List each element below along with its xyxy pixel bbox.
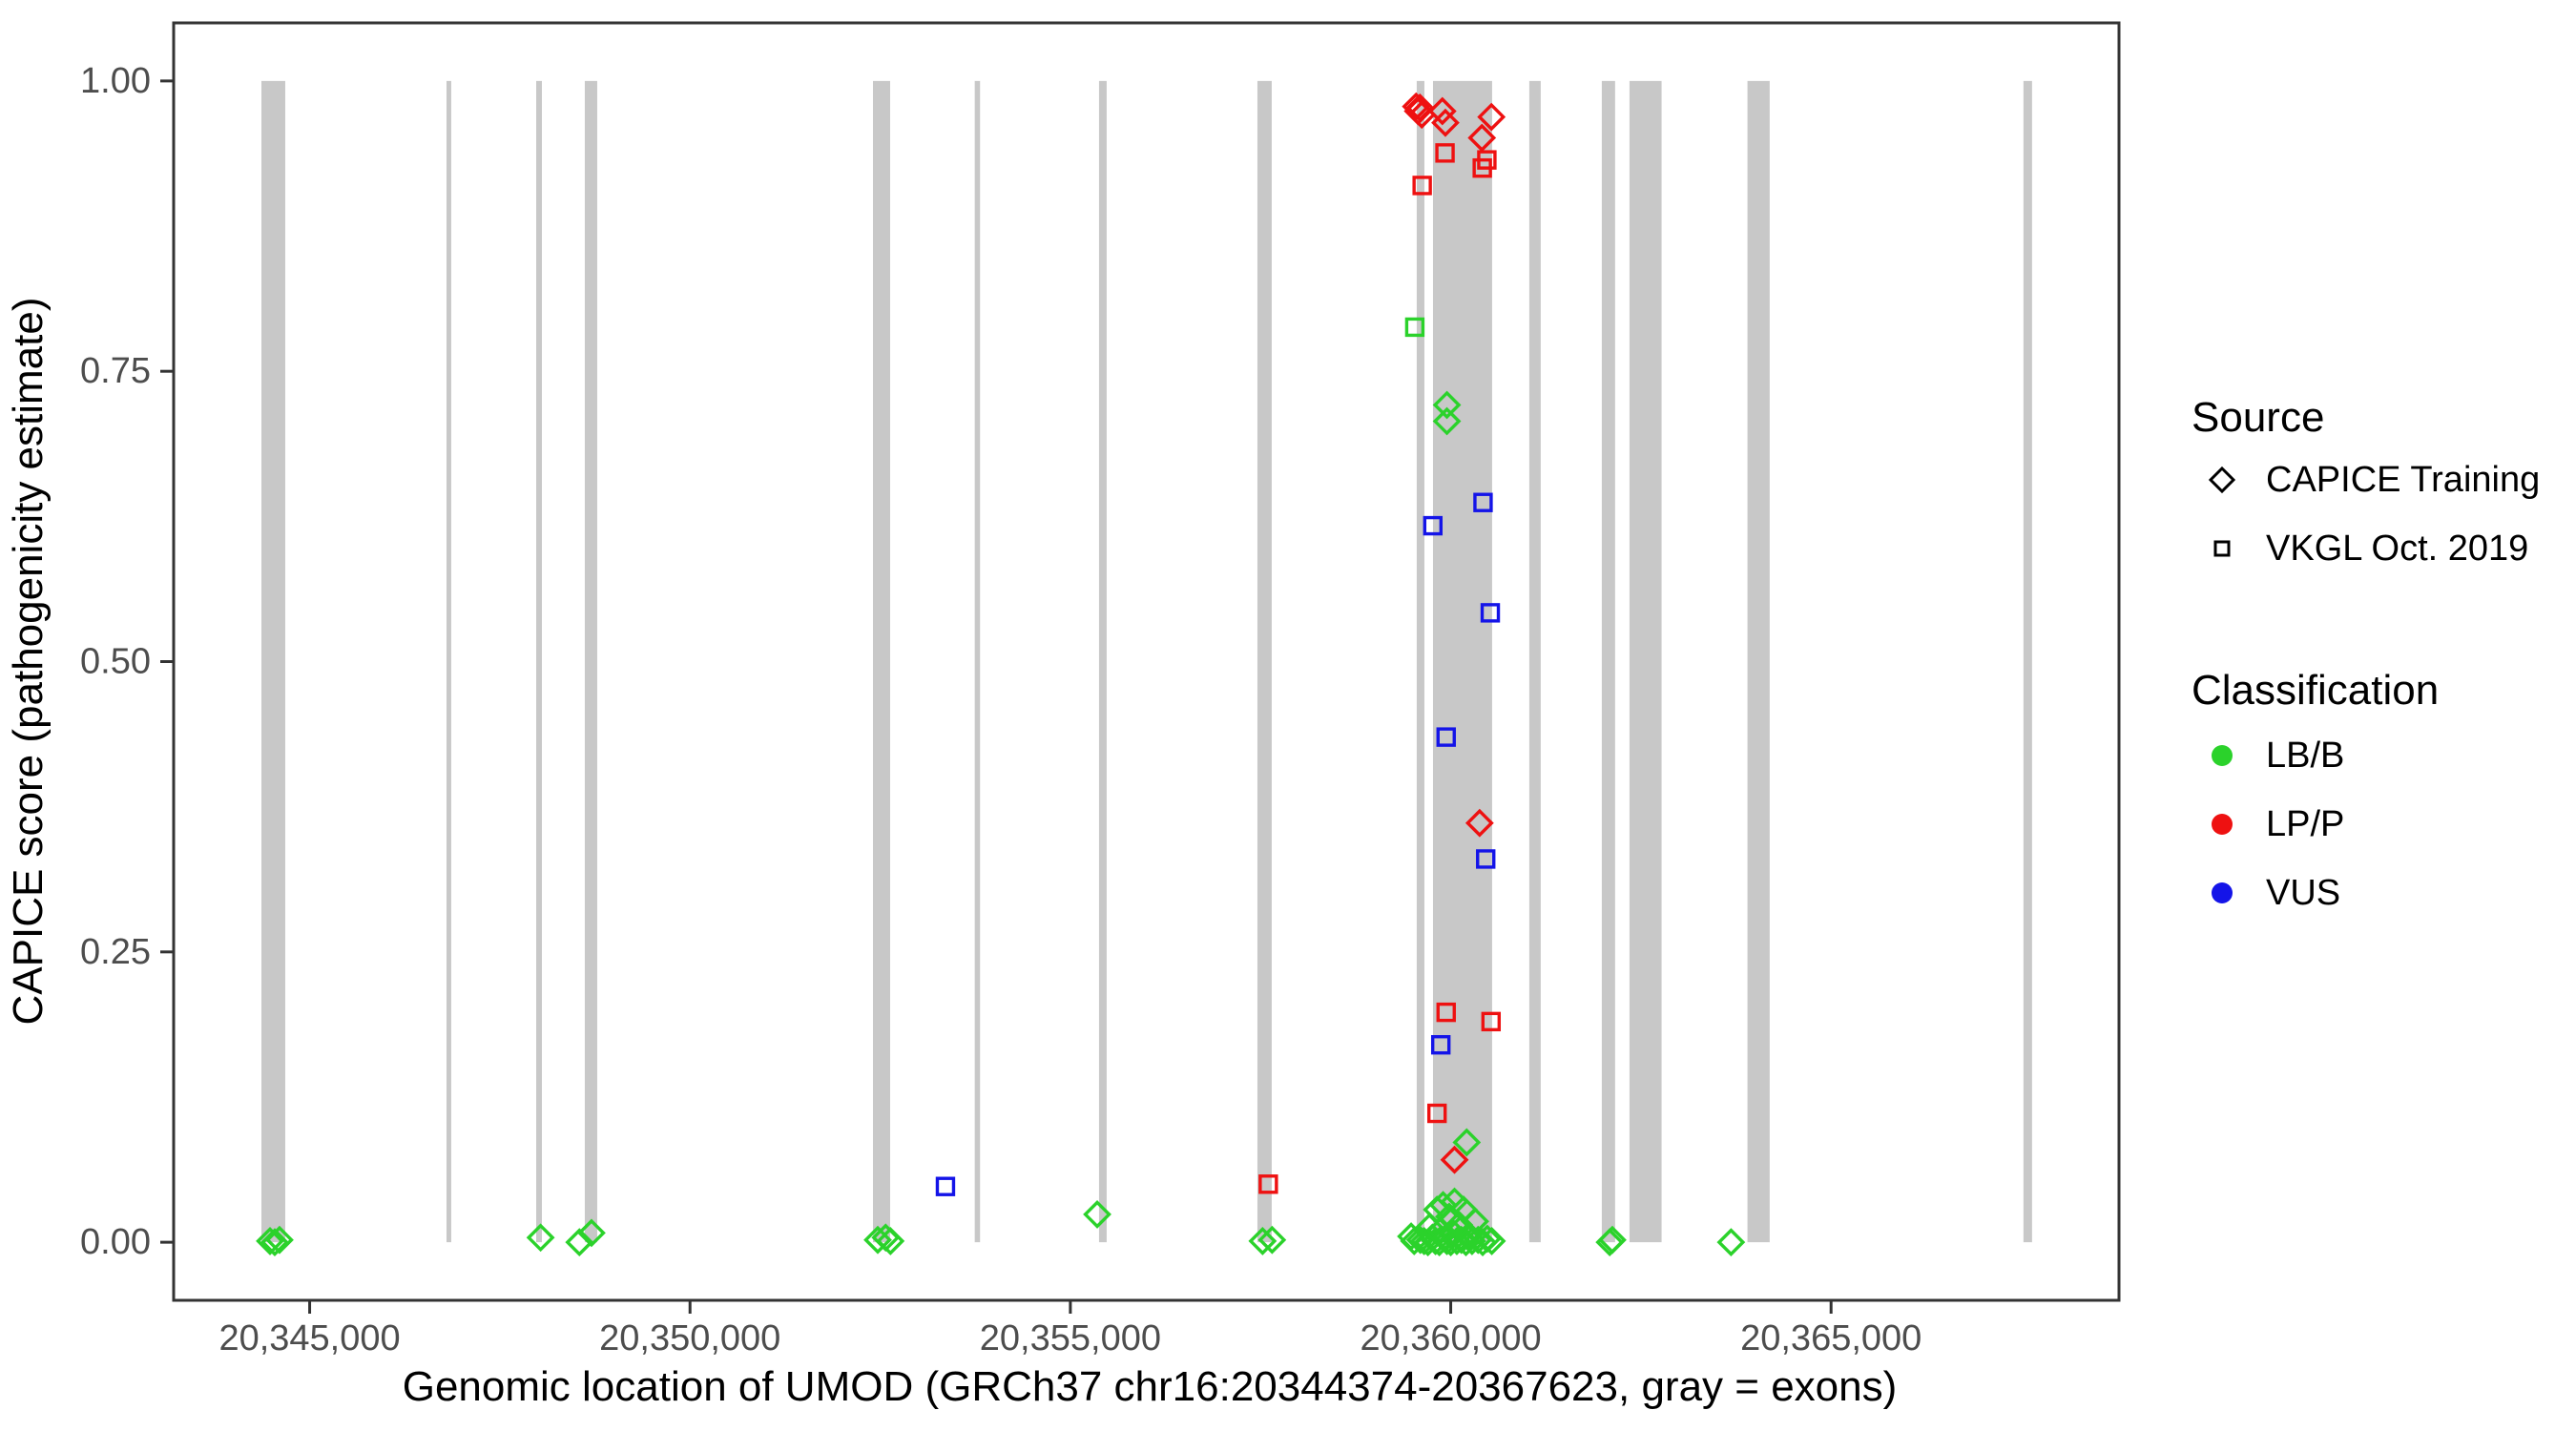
y-tick-label: 0.75 (80, 351, 151, 391)
lbb-color-dot-icon (2212, 745, 2233, 766)
data-point-diamond (1598, 1225, 1627, 1255)
data-point-diamond (577, 1218, 606, 1248)
exon-bar (1629, 80, 1662, 1243)
data-points-layer (256, 92, 1746, 1257)
data-point-square (1481, 1011, 1502, 1032)
data-point-square (1258, 1174, 1278, 1194)
square-marker-icon (2213, 540, 2231, 557)
data-point-square (1472, 157, 1492, 178)
data-point-diamond (1467, 123, 1497, 153)
data-point-diamond (1457, 1227, 1486, 1255)
plot-panel-border (172, 21, 2121, 1302)
data-point-diamond (1405, 93, 1435, 122)
legend-classification: Classification LB/B LP/P VUS (2192, 667, 2439, 913)
y-tick-label: 0.50 (80, 642, 151, 682)
legend-classification-title: Classification (2192, 667, 2439, 714)
vus-color-dot-icon (2212, 882, 2233, 903)
data-point-diamond (1432, 1227, 1462, 1255)
y-axis-title: CAPICE score (pathogenicity estimate) (5, 298, 52, 1026)
exon-bar (1098, 80, 1107, 1243)
data-point-square (1426, 1103, 1447, 1124)
exon-bars-layer (261, 80, 2032, 1243)
exon-bar (1416, 80, 1424, 1243)
legend-item-lpp: LP/P (2266, 804, 2344, 844)
data-point-square (1435, 143, 1455, 163)
exon-bar (974, 80, 981, 1243)
legend-item-capice-training: CAPICE Training (2266, 460, 2540, 500)
data-point-square (1412, 176, 1432, 196)
data-point-diamond (1477, 1227, 1506, 1255)
exon-bar (1601, 80, 1615, 1243)
data-point-diamond (1432, 406, 1462, 436)
data-point-square (1430, 1034, 1451, 1055)
x-tick-label: 20,345,000 (218, 1318, 400, 1358)
legend-item-lbb: LB/B (2266, 736, 2344, 776)
data-point-diamond (1402, 92, 1431, 121)
x-tick-label: 20,350,000 (599, 1318, 780, 1358)
data-point-diamond (256, 1227, 284, 1255)
data-point-diamond (1083, 1200, 1111, 1229)
y-tick-label: 0.25 (80, 932, 151, 972)
data-point-square (1473, 492, 1493, 512)
data-point-diamond (1477, 102, 1506, 132)
exon-bar (1747, 80, 1770, 1243)
data-point-square (935, 1176, 956, 1196)
data-point-diamond (1465, 808, 1494, 838)
data-point-diamond (1440, 1145, 1469, 1174)
data-point-diamond (1452, 1128, 1482, 1157)
lpp-color-dot-icon (2212, 814, 2233, 835)
data-point-diamond (565, 1228, 594, 1257)
exon-bar (536, 80, 542, 1243)
data-point-square (1404, 317, 1425, 338)
x-axis-title: Genomic location of UMOD (GRCh37 chr16:2… (403, 1363, 1898, 1410)
data-point-diamond (260, 1228, 289, 1257)
y-tick-label: 1.00 (80, 61, 151, 101)
exon-bar (584, 80, 597, 1243)
data-point-diamond (1248, 1227, 1278, 1255)
data-point-square (1436, 727, 1456, 747)
exon-bar (1432, 80, 1492, 1243)
diamond-marker-icon (2208, 466, 2236, 494)
data-point-diamond (1427, 96, 1457, 126)
x-tick-label: 20,365,000 (1740, 1318, 1922, 1358)
exon-bar (261, 80, 285, 1243)
data-point-diamond (1716, 1228, 1746, 1257)
data-point-diamond (1257, 1225, 1287, 1255)
data-point-square (1423, 515, 1444, 536)
data-point-diamond (526, 1223, 555, 1253)
data-point-diamond (1431, 108, 1460, 137)
exon-bar (2023, 80, 2032, 1243)
legend-source: Source CAPICE Training VKGL Oct. 2019 (2192, 394, 2540, 569)
data-point-diamond (876, 1227, 905, 1255)
data-point-diamond (1432, 390, 1462, 420)
legend-item-vus: VUS (2266, 873, 2340, 913)
x-tick-label: 20,355,000 (980, 1318, 1161, 1358)
y-tick-label: 0.00 (80, 1222, 151, 1262)
data-point-square (1476, 849, 1496, 869)
data-point-diamond (265, 1225, 294, 1255)
exon-bar (872, 80, 891, 1243)
exon-bar (1528, 80, 1541, 1243)
data-point-square (1480, 603, 1501, 623)
legend-item-vkgl: VKGL Oct. 2019 (2266, 529, 2528, 569)
legend-source-title: Source (2192, 394, 2324, 441)
data-point-diamond (1428, 1191, 1458, 1220)
axes-layer: 20,345,000 20,350,000 20,355,000 20,360,000… (80, 61, 1922, 1358)
exon-bar (1257, 80, 1272, 1243)
x-tick-label: 20,360,000 (1360, 1318, 1541, 1358)
exon-bar (447, 80, 451, 1243)
data-point-square (1436, 1002, 1456, 1023)
